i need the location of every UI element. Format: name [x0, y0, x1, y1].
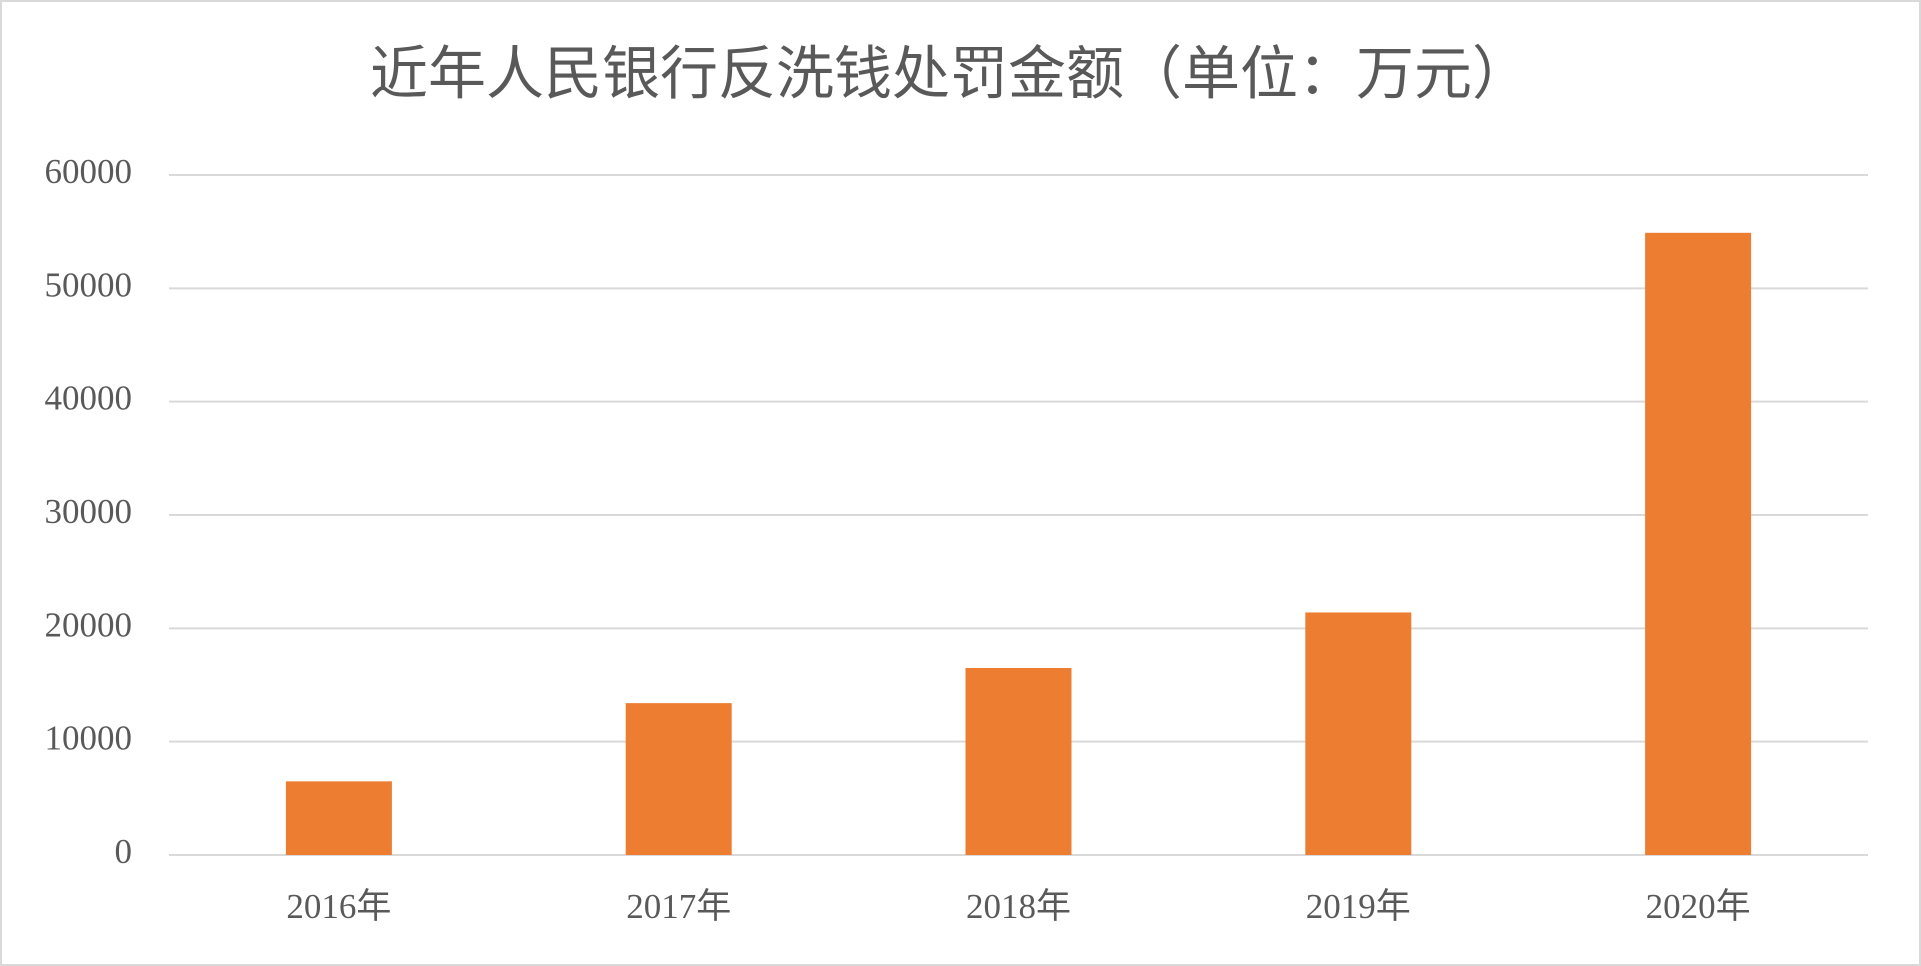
x-tick-label: 2017年 — [626, 887, 731, 926]
x-tick-label: 2016年 — [286, 887, 391, 926]
y-tick-label: 40000 — [45, 379, 133, 418]
x-tick-label: 2020年 — [1646, 887, 1751, 926]
chart-title: 近年人民银行反洗钱处罚金额（单位：万元） — [370, 41, 1530, 106]
bar — [625, 703, 732, 855]
bar — [1305, 612, 1412, 855]
y-tick-label: 30000 — [45, 492, 133, 531]
y-tick-label: 10000 — [45, 719, 133, 758]
x-tick-label: 2018年 — [966, 887, 1071, 926]
bar — [965, 668, 1072, 855]
x-tick-label: 2019年 — [1306, 887, 1411, 926]
y-tick-label: 60000 — [45, 152, 133, 191]
bar — [285, 781, 392, 855]
y-tick-label: 20000 — [45, 605, 133, 644]
bar — [1645, 232, 1752, 856]
y-tick-label: 50000 — [45, 265, 133, 304]
y-tick-label: 0 — [115, 832, 133, 871]
